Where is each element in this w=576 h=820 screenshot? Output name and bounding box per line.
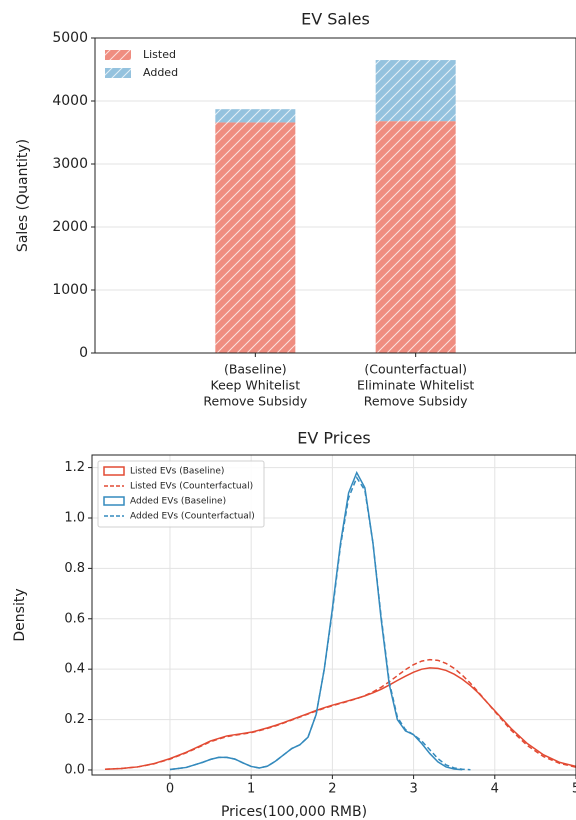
- bar-segment: [215, 109, 296, 123]
- x-tick-label: 3: [409, 782, 417, 797]
- x-tick-label: 1: [247, 782, 255, 797]
- plot-frame: [94, 37, 576, 354]
- x-tick-label: 0: [166, 782, 174, 797]
- bar-segment: [215, 122, 296, 353]
- legend-swatch: [103, 466, 125, 476]
- y-tick-label: 5000: [52, 30, 88, 46]
- x-tick-label: 2: [328, 782, 336, 797]
- density-line: [104, 658, 576, 770]
- y-tick-label: 0.2: [64, 712, 85, 727]
- legend-label: Listed EVs (Counterfactual): [130, 482, 253, 492]
- legend-label: Added: [143, 66, 178, 79]
- legend-label: Added EVs (Counterfactual): [130, 512, 255, 522]
- x-tick-label: Remove Subsidy: [203, 394, 307, 409]
- y-axis-label: Density: [12, 588, 28, 641]
- legend-swatch: [103, 496, 125, 506]
- x-tick-label: Keep Whitelist: [211, 378, 301, 393]
- y-tick-label: 1000: [52, 282, 88, 298]
- y-tick-label: 0.6: [64, 611, 85, 626]
- legend-label: Listed EVs (Baseline): [130, 467, 224, 477]
- chart-title: EV Prices: [297, 429, 371, 448]
- y-tick-label: 0.8: [64, 561, 85, 576]
- legend-box: [97, 460, 265, 528]
- y-axis-label: Sales (Quantity): [15, 139, 31, 252]
- plot-frame: [91, 454, 576, 776]
- y-tick-label: 4000: [52, 93, 88, 109]
- density-line: [169, 476, 471, 771]
- legend-label: Listed: [143, 48, 176, 61]
- chart-title: EV Sales: [301, 10, 370, 29]
- y-tick-label: 0.0: [64, 762, 85, 777]
- x-tick-label: 5: [572, 782, 576, 797]
- legend-label: Added EVs (Baseline): [130, 497, 226, 507]
- x-tick-label: (Baseline): [224, 362, 287, 377]
- density-line: [104, 667, 576, 770]
- x-tick-label: (Counterfactual): [364, 362, 467, 377]
- bar-segment: [375, 121, 456, 353]
- bar-segment: [375, 60, 456, 122]
- legend-swatch: [105, 50, 131, 60]
- y-tick-label: 0: [79, 345, 88, 361]
- y-tick-label: 1.2: [64, 460, 85, 475]
- y-tick-label: 3000: [52, 156, 88, 172]
- y-tick-label: 0.4: [64, 662, 85, 677]
- x-tick-label: 4: [491, 782, 499, 797]
- x-axis-label: Prices(100,000 RMB): [221, 804, 367, 820]
- legend-swatch: [105, 68, 131, 78]
- y-tick-label: 2000: [52, 219, 88, 235]
- x-tick-label: Remove Subsidy: [364, 394, 468, 409]
- x-tick-label: Eliminate Whitelist: [357, 378, 474, 393]
- y-tick-label: 1.0: [64, 510, 85, 525]
